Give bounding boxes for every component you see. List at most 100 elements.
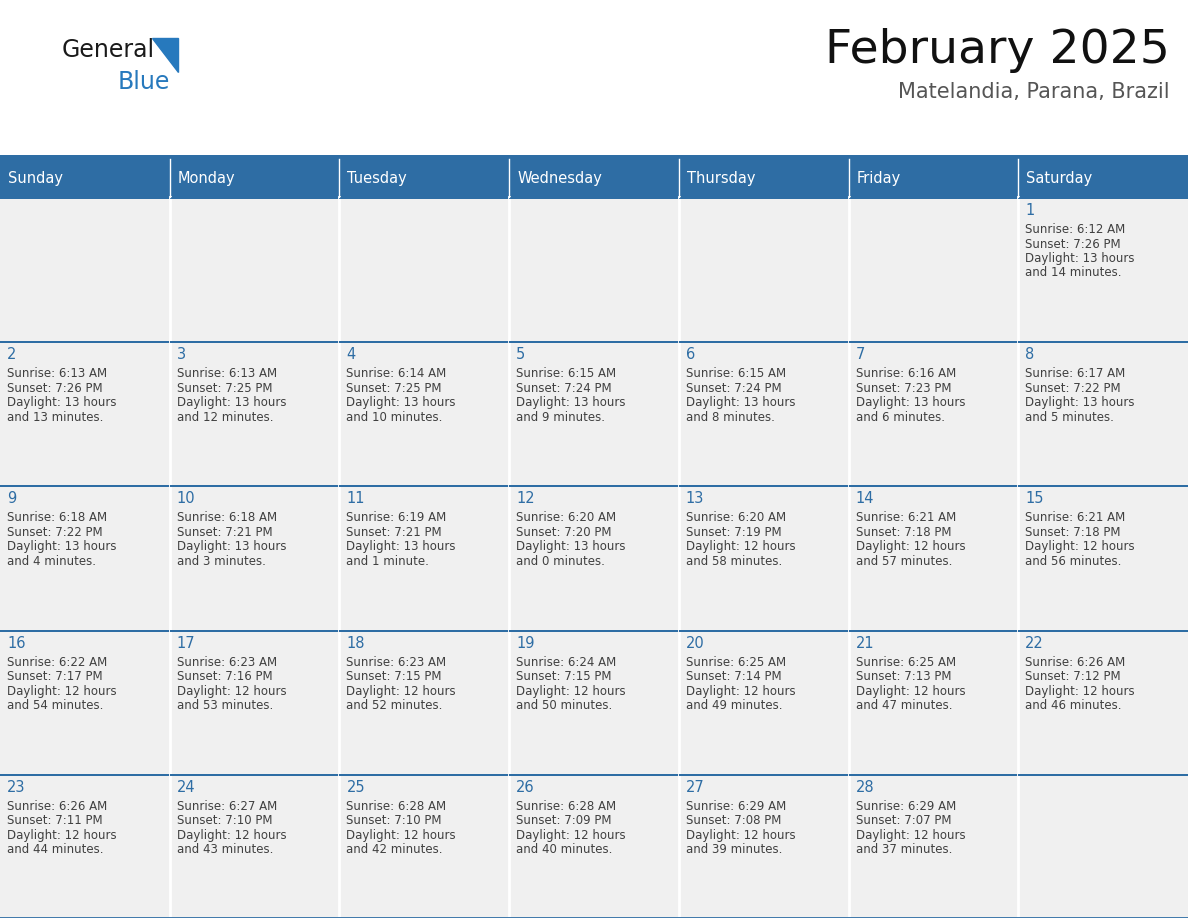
Text: Friday: Friday	[857, 171, 901, 185]
Text: Sunrise: 6:22 AM: Sunrise: 6:22 AM	[7, 655, 107, 668]
Bar	[510, 630, 678, 774]
Text: Daylight: 12 hours: Daylight: 12 hours	[516, 685, 626, 698]
Text: Sunrise: 6:15 AM: Sunrise: 6:15 AM	[685, 367, 786, 380]
Text: Sunset: 7:21 PM: Sunset: 7:21 PM	[347, 526, 442, 539]
Text: and 49 minutes.: and 49 minutes.	[685, 700, 783, 712]
Bar	[848, 341, 1018, 343]
Text: Sunset: 7:10 PM: Sunset: 7:10 PM	[177, 814, 272, 827]
Text: Sunrise: 6:15 AM: Sunrise: 6:15 AM	[516, 367, 617, 380]
Text: Daylight: 13 hours: Daylight: 13 hours	[516, 397, 626, 409]
Text: Sunrise: 6:18 AM: Sunrise: 6:18 AM	[177, 511, 277, 524]
Bar	[510, 197, 678, 341]
Text: Sunrise: 6:20 AM: Sunrise: 6:20 AM	[685, 511, 786, 524]
Bar	[678, 774, 848, 918]
Text: Sunset: 7:19 PM: Sunset: 7:19 PM	[685, 526, 782, 539]
Text: Sunset: 7:25 PM: Sunset: 7:25 PM	[347, 382, 442, 395]
Text: 25: 25	[347, 779, 365, 795]
Text: and 58 minutes.: and 58 minutes.	[685, 554, 782, 568]
Bar	[340, 774, 510, 776]
Bar	[340, 630, 510, 632]
Text: Matelandia, Parana, Brazil: Matelandia, Parana, Brazil	[898, 82, 1170, 102]
Bar	[0, 341, 170, 486]
Text: Sunrise: 6:16 AM: Sunrise: 6:16 AM	[855, 367, 956, 380]
Text: 15: 15	[1025, 491, 1044, 507]
Text: 13: 13	[685, 491, 704, 507]
Text: and 9 minutes.: and 9 minutes.	[516, 410, 605, 424]
Text: Sunrise: 6:17 AM: Sunrise: 6:17 AM	[1025, 367, 1125, 380]
Bar	[510, 774, 678, 776]
Bar	[510, 630, 678, 632]
Text: Sunset: 7:12 PM: Sunset: 7:12 PM	[1025, 670, 1121, 683]
Text: Daylight: 12 hours: Daylight: 12 hours	[685, 541, 796, 554]
Text: and 13 minutes.: and 13 minutes.	[7, 410, 103, 424]
Bar	[170, 630, 340, 774]
Text: Daylight: 12 hours: Daylight: 12 hours	[7, 829, 116, 842]
Polygon shape	[152, 38, 178, 72]
Bar	[848, 486, 1018, 630]
Text: Sunrise: 6:21 AM: Sunrise: 6:21 AM	[1025, 511, 1125, 524]
Bar	[0, 197, 170, 341]
Bar	[848, 774, 1018, 918]
Text: Sunset: 7:08 PM: Sunset: 7:08 PM	[685, 814, 782, 827]
Text: Sunrise: 6:21 AM: Sunrise: 6:21 AM	[855, 511, 956, 524]
Bar	[1018, 774, 1188, 776]
Text: 10: 10	[177, 491, 195, 507]
Bar	[340, 341, 510, 343]
Text: and 43 minutes.: and 43 minutes.	[177, 844, 273, 856]
Text: 22: 22	[1025, 635, 1044, 651]
Text: Sunrise: 6:20 AM: Sunrise: 6:20 AM	[516, 511, 617, 524]
Text: Sunrise: 6:27 AM: Sunrise: 6:27 AM	[177, 800, 277, 812]
Text: Sunset: 7:18 PM: Sunset: 7:18 PM	[855, 526, 952, 539]
Text: Sunset: 7:25 PM: Sunset: 7:25 PM	[177, 382, 272, 395]
Text: Sunrise: 6:26 AM: Sunrise: 6:26 AM	[7, 800, 107, 812]
Text: and 57 minutes.: and 57 minutes.	[855, 554, 952, 568]
Text: and 37 minutes.: and 37 minutes.	[855, 844, 952, 856]
Text: Sunset: 7:26 PM: Sunset: 7:26 PM	[7, 382, 102, 395]
Text: Sunrise: 6:29 AM: Sunrise: 6:29 AM	[685, 800, 786, 812]
Text: and 52 minutes.: and 52 minutes.	[347, 700, 443, 712]
Text: Daylight: 13 hours: Daylight: 13 hours	[7, 397, 116, 409]
Bar	[678, 341, 848, 486]
Text: Tuesday: Tuesday	[347, 171, 407, 185]
Text: Daylight: 12 hours: Daylight: 12 hours	[855, 541, 965, 554]
Text: Sunset: 7:11 PM: Sunset: 7:11 PM	[7, 814, 102, 827]
Bar	[170, 341, 340, 486]
Text: Daylight: 13 hours: Daylight: 13 hours	[685, 397, 795, 409]
Bar	[340, 630, 510, 774]
Text: Daylight: 12 hours: Daylight: 12 hours	[685, 685, 796, 698]
Bar	[510, 486, 678, 630]
Bar	[0, 630, 170, 774]
Text: Sunset: 7:18 PM: Sunset: 7:18 PM	[1025, 526, 1120, 539]
Bar	[170, 774, 340, 776]
Bar	[678, 197, 848, 341]
Text: and 12 minutes.: and 12 minutes.	[177, 410, 273, 424]
Text: Saturday: Saturday	[1026, 171, 1093, 185]
Text: 26: 26	[516, 779, 535, 795]
Text: Sunset: 7:26 PM: Sunset: 7:26 PM	[1025, 238, 1121, 251]
Bar	[678, 486, 848, 487]
Text: Sunrise: 6:25 AM: Sunrise: 6:25 AM	[855, 655, 955, 668]
Text: 14: 14	[855, 491, 874, 507]
Bar	[510, 159, 678, 197]
Text: Daylight: 12 hours: Daylight: 12 hours	[177, 685, 286, 698]
Text: 5: 5	[516, 347, 525, 363]
Text: Sunrise: 6:28 AM: Sunrise: 6:28 AM	[516, 800, 617, 812]
Bar	[0, 155, 1188, 159]
Text: 1: 1	[1025, 203, 1035, 218]
Text: Sunset: 7:09 PM: Sunset: 7:09 PM	[516, 814, 612, 827]
Text: Sunset: 7:24 PM: Sunset: 7:24 PM	[516, 382, 612, 395]
Text: and 46 minutes.: and 46 minutes.	[1025, 700, 1121, 712]
Bar	[510, 774, 678, 918]
Bar	[848, 159, 1018, 197]
Bar	[170, 197, 340, 341]
Bar	[848, 630, 1018, 774]
Text: Daylight: 12 hours: Daylight: 12 hours	[516, 829, 626, 842]
Bar	[170, 159, 340, 197]
Text: Sunrise: 6:23 AM: Sunrise: 6:23 AM	[347, 655, 447, 668]
Text: Daylight: 12 hours: Daylight: 12 hours	[347, 829, 456, 842]
Bar	[0, 341, 170, 343]
Text: 18: 18	[347, 635, 365, 651]
Text: 27: 27	[685, 779, 704, 795]
Text: 6: 6	[685, 347, 695, 363]
Text: Thursday: Thursday	[687, 171, 756, 185]
